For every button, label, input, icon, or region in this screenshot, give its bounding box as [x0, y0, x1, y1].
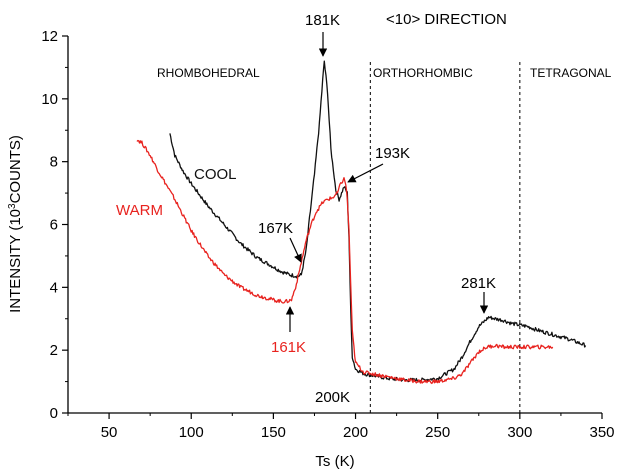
- y-axis-label-sup: 3: [7, 203, 18, 209]
- y-axis-label-main: INTENSITY (10: [7, 209, 24, 313]
- y-tick-label: 2: [50, 342, 58, 359]
- arrow-193k: [347, 163, 384, 183]
- x-tick-label: 100: [179, 424, 204, 441]
- phase-label-tetragonal: TETRAGONAL: [530, 66, 612, 80]
- annotation-281k: 281K: [461, 275, 496, 292]
- x-tick-label: 150: [261, 424, 286, 441]
- x-tick-label: 350: [589, 424, 614, 441]
- series-group: [136, 60, 587, 385]
- series-label-warm: WARM: [116, 202, 163, 219]
- series-label-cool: COOL: [194, 166, 237, 183]
- y-tick-label: 8: [50, 154, 58, 171]
- x-tick-label: 250: [425, 424, 450, 441]
- y-tick-label: 0: [50, 405, 58, 422]
- annotation-167k: 167K: [258, 220, 293, 237]
- phase-boundaries: [369, 62, 521, 413]
- chart-title: <10> DIRECTION: [386, 11, 507, 28]
- y-tick-label: 4: [50, 279, 58, 296]
- x-tick-label: 200: [343, 424, 368, 441]
- annotation-193k: 193K: [375, 145, 410, 162]
- x-axis-label: Ts (K): [315, 453, 354, 470]
- x-ticks: 50 100 150 200 250 300 350: [67, 413, 615, 441]
- y-tick-label: 10: [41, 91, 58, 108]
- x-tick-label: 50: [101, 424, 118, 441]
- y-tick-label: 12: [41, 28, 58, 45]
- y-axis-label-tail: COUNTS): [7, 135, 24, 203]
- axes: [67, 36, 602, 414]
- phase-label-orthorhombic: ORTHORHOMBIC: [373, 66, 473, 80]
- arrow-167k: [289, 237, 302, 263]
- series-line-warm: [136, 139, 554, 385]
- y-axis-label: INTENSITY (103COUNTS): [7, 135, 24, 313]
- y-tick-label: 6: [50, 217, 58, 234]
- annotation-161k: 161K: [271, 339, 306, 356]
- annotation-181k: 181K: [305, 12, 340, 29]
- annotation-200k: 200K: [315, 389, 350, 406]
- phase-label-rhombohedral: RHOMBOHEDRAL: [157, 66, 260, 80]
- x-tick-label: 300: [507, 424, 532, 441]
- y-ticks: 0 2 4 6 8 10 12: [41, 28, 68, 422]
- series-line-cool: [169, 60, 587, 383]
